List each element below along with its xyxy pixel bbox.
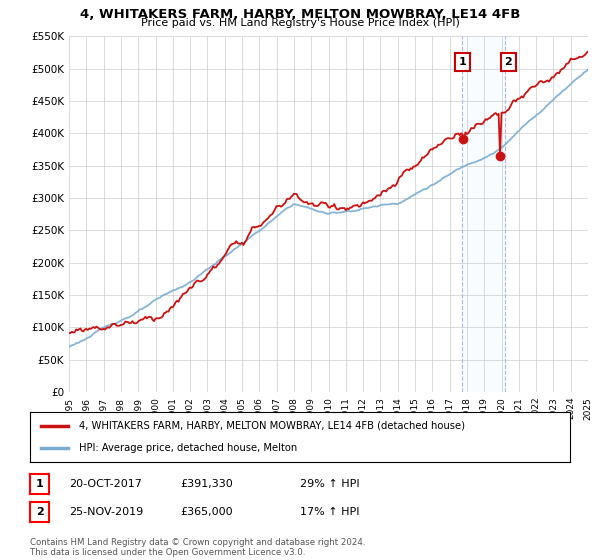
Text: Price paid vs. HM Land Registry's House Price Index (HPI): Price paid vs. HM Land Registry's House … xyxy=(140,18,460,28)
Text: 4, WHITAKERS FARM, HARBY, MELTON MOWBRAY, LE14 4FB (detached house): 4, WHITAKERS FARM, HARBY, MELTON MOWBRAY… xyxy=(79,421,464,431)
Text: 2: 2 xyxy=(505,57,512,67)
Text: 1: 1 xyxy=(459,57,466,67)
Text: 25-NOV-2019: 25-NOV-2019 xyxy=(69,507,143,517)
Text: 4, WHITAKERS FARM, HARBY, MELTON MOWBRAY, LE14 4FB: 4, WHITAKERS FARM, HARBY, MELTON MOWBRAY… xyxy=(80,8,520,21)
Text: Contains HM Land Registry data © Crown copyright and database right 2024.
This d: Contains HM Land Registry data © Crown c… xyxy=(30,538,365,557)
Text: 2: 2 xyxy=(36,507,43,517)
Text: £391,330: £391,330 xyxy=(180,479,233,489)
Text: £365,000: £365,000 xyxy=(180,507,233,517)
Text: 1: 1 xyxy=(36,479,43,489)
Text: 17% ↑ HPI: 17% ↑ HPI xyxy=(300,507,359,517)
Text: 29% ↑ HPI: 29% ↑ HPI xyxy=(300,479,359,489)
Text: 20-OCT-2017: 20-OCT-2017 xyxy=(69,479,142,489)
Text: HPI: Average price, detached house, Melton: HPI: Average price, detached house, Melt… xyxy=(79,443,297,453)
Bar xyxy=(462,36,505,392)
